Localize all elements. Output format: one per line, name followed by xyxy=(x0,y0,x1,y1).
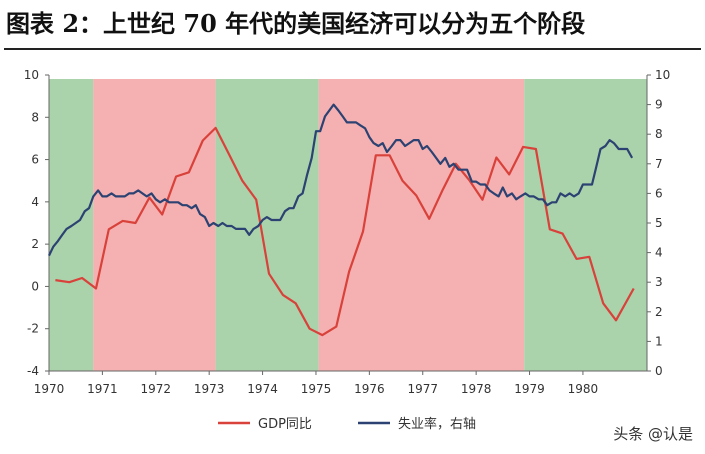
x-tick-label: 1972 xyxy=(141,382,172,396)
x-tick-label: 1977 xyxy=(407,382,438,396)
x-tick-label: 1970 xyxy=(34,382,65,396)
x-tick-label: 1976 xyxy=(354,382,385,396)
figure-title: 图表 2：上世纪 70 年代的美国经济可以分为五个阶段 xyxy=(6,9,586,38)
y-right-tick-label: 1 xyxy=(655,334,663,348)
y-right-tick-label: 7 xyxy=(655,157,663,171)
y-right-tick-label: 4 xyxy=(655,246,663,260)
y-left-tick-label: 4 xyxy=(31,195,39,209)
y-right-tick-label: 0 xyxy=(655,364,663,378)
series-line-1 xyxy=(55,126,635,337)
y-right-tick-label: 10 xyxy=(655,68,670,82)
y-right-tick-label: 9 xyxy=(655,98,663,112)
y-right-tick-label: 6 xyxy=(655,186,663,200)
y-right-tick-label: 2 xyxy=(655,305,663,319)
y-left-tick-label: 6 xyxy=(31,153,39,167)
legend-label-2: 失业率，右轴 xyxy=(398,416,476,432)
phase-band-2 xyxy=(93,79,216,371)
phase-band-4 xyxy=(318,79,525,371)
x-tick-label: 1979 xyxy=(514,382,545,396)
x-tick-label: 1974 xyxy=(247,382,278,396)
x-tick-label: 1980 xyxy=(568,382,599,396)
y-left-tick-label: 0 xyxy=(31,279,39,293)
series-line-2 xyxy=(48,103,634,257)
y-left-tick-label: -4 xyxy=(27,364,39,378)
y-left-tick-label: -2 xyxy=(27,322,39,336)
y-left-tick-label: 10 xyxy=(24,68,39,82)
title-divider xyxy=(4,48,701,50)
legend-label-1: GDP同比 xyxy=(258,417,312,432)
phase-band-3 xyxy=(215,79,319,371)
y-left-tick-label: 8 xyxy=(31,110,39,124)
x-tick-label: 1973 xyxy=(194,382,225,396)
y-left-tick-label: 2 xyxy=(31,237,39,251)
watermark: 头条 @认是 xyxy=(613,425,693,443)
phase-band-5 xyxy=(524,79,647,371)
x-tick-label: 1975 xyxy=(301,382,332,396)
x-tick-label: 1978 xyxy=(461,382,492,396)
y-right-tick-label: 5 xyxy=(655,216,663,230)
x-tick-label: 1971 xyxy=(87,382,118,396)
y-right-tick-label: 3 xyxy=(655,275,663,289)
y-right-tick-label: 8 xyxy=(655,127,663,141)
